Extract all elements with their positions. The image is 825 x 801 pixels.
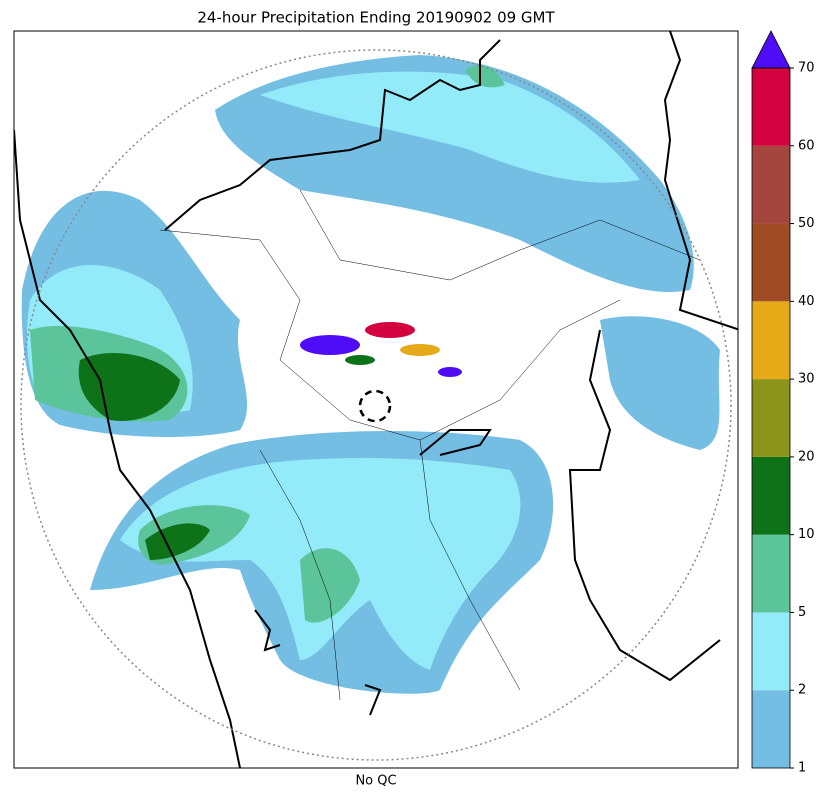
map-area [14,31,738,768]
colorbar-tick-label: 50 [798,216,815,231]
colorbar-tick-label: 30 [798,372,815,387]
colorbar-band [752,612,790,691]
map-caption: No QC [355,774,396,789]
map-frame [13,30,739,769]
radar-site [358,389,392,423]
colorbar-band [752,301,790,380]
colorbar-band [752,534,790,613]
colorbar-band [752,379,790,457]
colorbar-band [752,68,790,146]
colorbar-tick-label: 1 [798,761,806,776]
colorbar: 1 2 5 10 20 30 40 50 60 70 [751,30,815,776]
colorbar-tick-label: 5 [798,605,806,620]
colorbar-tick-label: 2 [798,683,806,698]
colorbar-frame [751,67,791,769]
precip-intense [300,322,462,377]
colorbar-band [752,456,790,535]
colorbar-tick-label: 70 [798,61,815,76]
colorbar-band [752,690,790,768]
colorbar-band [752,223,790,302]
radar-range-ring [20,49,732,761]
state-borders [14,31,738,768]
colorbar-band [752,145,790,224]
colorbar-extend [751,30,791,69]
colorbar-tick-label: 10 [798,527,815,542]
district-borders [159,189,701,701]
colorbar-tick-label: 40 [798,294,815,309]
map-title: 24-hour Precipitation Ending 20190902 09… [197,9,555,27]
colorbar-tick-label: 60 [798,138,815,153]
colorbar-tick-label: 20 [798,449,815,464]
